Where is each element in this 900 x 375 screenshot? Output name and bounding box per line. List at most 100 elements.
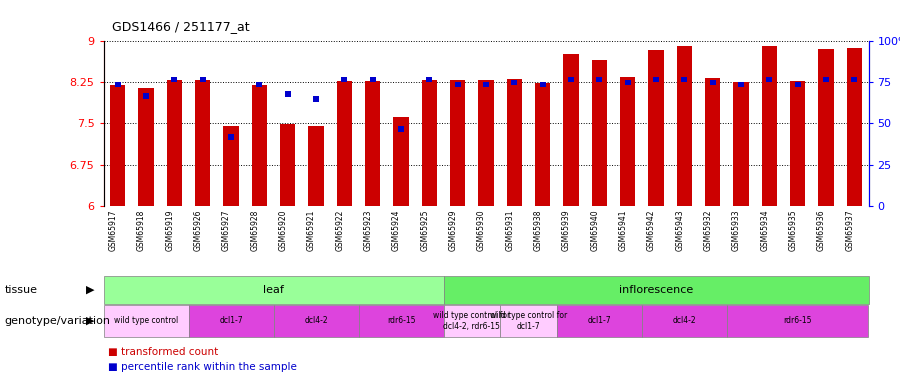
Bar — [444, 305, 500, 337]
Bar — [421, 80, 437, 206]
Bar — [171, 76, 177, 82]
Text: dcl4-2: dcl4-2 — [304, 316, 328, 325]
Text: GSM65926: GSM65926 — [194, 209, 202, 251]
Bar — [450, 81, 465, 206]
Text: GSM65918: GSM65918 — [137, 209, 146, 251]
Bar — [341, 76, 347, 82]
Bar — [483, 82, 489, 87]
Bar — [535, 83, 551, 206]
Text: GSM65941: GSM65941 — [618, 209, 627, 251]
Bar — [274, 305, 358, 337]
Bar — [427, 76, 433, 82]
Text: dcl4-2: dcl4-2 — [672, 316, 696, 325]
Bar — [280, 124, 295, 206]
Bar — [228, 134, 234, 140]
Bar — [709, 80, 716, 86]
Text: GSM65929: GSM65929 — [449, 209, 458, 251]
Text: GSM65923: GSM65923 — [364, 209, 373, 251]
Text: dcl1-7: dcl1-7 — [220, 316, 243, 325]
Text: ▶: ▶ — [86, 316, 94, 326]
Text: GSM65933: GSM65933 — [732, 209, 741, 251]
Bar — [454, 82, 461, 87]
Text: GSM65927: GSM65927 — [222, 209, 231, 251]
Bar — [795, 82, 801, 87]
Bar — [734, 82, 749, 206]
Bar — [364, 81, 381, 206]
Bar — [727, 305, 868, 337]
Text: GDS1466 / 251177_at: GDS1466 / 251177_at — [112, 20, 250, 33]
Bar — [620, 76, 635, 206]
Bar — [370, 76, 376, 82]
Text: GSM65936: GSM65936 — [817, 209, 826, 251]
Bar — [681, 76, 688, 82]
Bar — [596, 76, 602, 82]
Text: inflorescence: inflorescence — [619, 285, 693, 295]
Text: ■ transformed count: ■ transformed count — [108, 348, 218, 357]
Bar — [847, 48, 862, 206]
Text: ▶: ▶ — [86, 285, 94, 295]
Text: tissue: tissue — [4, 285, 38, 295]
Text: rdr6-15: rdr6-15 — [387, 316, 415, 325]
Bar — [393, 117, 409, 206]
Text: GSM65919: GSM65919 — [166, 209, 175, 251]
Bar — [398, 126, 404, 132]
Bar — [166, 81, 182, 206]
Bar — [761, 46, 777, 206]
Text: GSM65931: GSM65931 — [505, 209, 514, 251]
Bar — [143, 93, 149, 99]
Bar — [625, 80, 631, 86]
Bar — [223, 126, 238, 206]
Bar — [507, 80, 522, 206]
Bar — [358, 305, 444, 337]
Text: GSM65928: GSM65928 — [250, 209, 259, 251]
Bar — [705, 78, 721, 206]
Text: GSM65934: GSM65934 — [760, 209, 770, 251]
Bar — [818, 49, 833, 206]
Text: GSM65943: GSM65943 — [675, 209, 684, 251]
Bar — [256, 82, 263, 87]
Bar — [313, 96, 320, 102]
Bar — [104, 276, 444, 304]
Text: dcl1-7: dcl1-7 — [588, 316, 611, 325]
Bar — [591, 60, 608, 206]
Bar — [110, 86, 125, 206]
Bar — [444, 276, 868, 304]
Bar — [790, 81, 806, 206]
Bar — [251, 86, 267, 206]
Text: GSM65925: GSM65925 — [420, 209, 429, 251]
Bar — [557, 305, 642, 337]
Bar — [539, 82, 545, 87]
Bar — [766, 76, 772, 82]
Bar — [195, 81, 211, 206]
Bar — [139, 88, 154, 206]
Bar — [337, 81, 352, 206]
Text: ■ percentile rank within the sample: ■ percentile rank within the sample — [108, 363, 297, 372]
Text: GSM65930: GSM65930 — [477, 209, 486, 251]
Bar — [648, 50, 664, 206]
Text: GSM65939: GSM65939 — [562, 209, 571, 251]
Bar — [500, 305, 557, 337]
Bar — [188, 305, 274, 337]
Text: genotype/variation: genotype/variation — [4, 316, 111, 326]
Text: GSM65940: GSM65940 — [590, 209, 599, 251]
Text: GSM65924: GSM65924 — [392, 209, 401, 251]
Bar — [642, 305, 727, 337]
Bar — [114, 82, 121, 87]
Bar — [677, 46, 692, 206]
Text: GSM65938: GSM65938 — [534, 209, 543, 251]
Text: GSM65921: GSM65921 — [307, 209, 316, 251]
Bar — [511, 80, 517, 86]
Bar — [284, 92, 291, 97]
Text: GSM65917: GSM65917 — [109, 209, 118, 251]
Bar — [200, 76, 206, 82]
Bar — [652, 76, 659, 82]
Text: GSM65932: GSM65932 — [704, 209, 713, 251]
Text: GSM65942: GSM65942 — [647, 209, 656, 251]
Bar — [823, 76, 829, 82]
Bar — [738, 82, 744, 87]
Bar — [851, 76, 858, 82]
Text: wild type control: wild type control — [114, 316, 178, 325]
Text: GSM65920: GSM65920 — [279, 209, 288, 251]
Text: rdr6-15: rdr6-15 — [783, 316, 812, 325]
Bar — [308, 126, 324, 206]
